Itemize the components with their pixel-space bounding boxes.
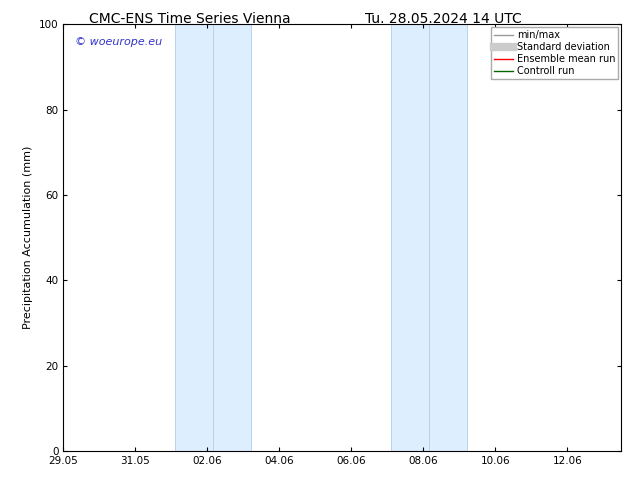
Text: Tu. 28.05.2024 14 UTC: Tu. 28.05.2024 14 UTC — [365, 12, 522, 26]
Legend: min/max, Standard deviation, Ensemble mean run, Controll run: min/max, Standard deviation, Ensemble me… — [491, 27, 618, 79]
Bar — [391, 24, 467, 451]
Text: © woeurope.eu: © woeurope.eu — [75, 37, 162, 48]
Bar — [175, 24, 250, 451]
Y-axis label: Precipitation Accumulation (mm): Precipitation Accumulation (mm) — [23, 146, 34, 329]
Text: CMC-ENS Time Series Vienna: CMC-ENS Time Series Vienna — [89, 12, 291, 26]
